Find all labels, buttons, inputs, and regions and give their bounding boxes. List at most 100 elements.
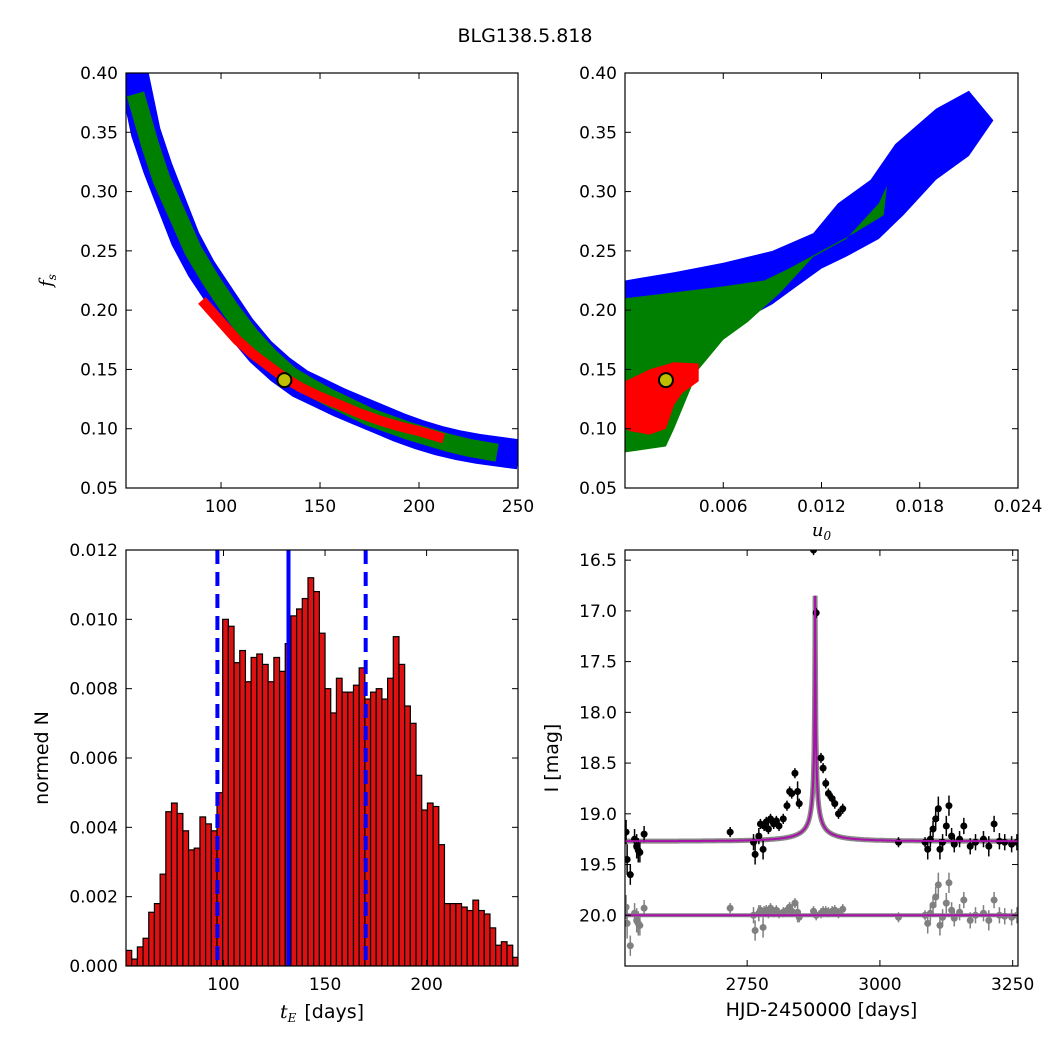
histogram-bar — [301, 597, 309, 966]
y-tick-label: 0.25 — [80, 242, 118, 262]
residual-point — [640, 904, 648, 912]
x-axis-label: tE [days] — [280, 1001, 364, 1025]
x-label-subscript: 0 — [823, 529, 831, 543]
histogram-bar — [455, 902, 463, 966]
histogram-bar — [489, 927, 497, 966]
data-point — [822, 779, 830, 787]
y-tick-label: 20.0 — [579, 906, 617, 926]
histogram-bar — [500, 941, 508, 966]
data-point — [824, 790, 832, 798]
data-point — [779, 815, 787, 823]
panel-tE-histogram: 100 150 200 0.000 0.002 0.004 0.006 0.008 0.010 0… — [31, 541, 559, 1025]
residual-point — [945, 879, 953, 887]
confidence-region-inner — [198, 297, 446, 444]
x-tick-label: 0.018 — [895, 497, 944, 517]
y-axis-label: normed N — [31, 711, 53, 805]
x-tick-label: 150 — [309, 975, 341, 995]
residual-point — [625, 919, 631, 927]
residual-point — [726, 904, 734, 912]
histogram-bar — [176, 812, 184, 966]
histogram-bar — [466, 909, 474, 966]
histogram-bar — [535, 963, 541, 966]
x-tick-label: 100 — [207, 975, 239, 995]
y-axis-label: I [mag] — [541, 724, 563, 793]
y-tick-label: 18.0 — [579, 703, 617, 723]
x-tick-label: 0.012 — [797, 497, 846, 517]
histogram-bar — [553, 965, 559, 966]
residual-point — [1001, 912, 1009, 920]
x-label-symbol: u — [812, 520, 824, 541]
data-point — [726, 828, 734, 836]
data-point — [783, 802, 791, 810]
y-label-subscript: s — [45, 274, 59, 280]
histogram-bar — [517, 958, 518, 966]
histogram-bar — [261, 663, 269, 966]
plot-area — [126, 550, 559, 966]
y-tick-label: 0.30 — [579, 183, 617, 203]
y-tick-label: 0.40 — [579, 64, 617, 84]
histogram-bar — [392, 636, 400, 966]
data-point — [831, 800, 839, 808]
y-tick-label: 0.35 — [80, 123, 118, 143]
residual-point — [636, 921, 644, 929]
model-uncertainty-band — [625, 595, 1018, 844]
histogram-bar — [267, 681, 275, 966]
data-point — [625, 855, 631, 863]
residual-point — [956, 908, 964, 916]
y-tick-label: 0.05 — [579, 479, 617, 499]
residual-point — [759, 923, 767, 931]
y-tick-label: 0.40 — [80, 64, 118, 84]
histogram-bar — [313, 590, 320, 966]
histogram-bar — [335, 677, 343, 966]
residual-point — [948, 906, 956, 914]
data-point — [767, 815, 775, 823]
y-tick-label: 0.05 — [80, 479, 118, 499]
histogram-bar — [136, 946, 144, 966]
histogram-bar — [347, 691, 355, 966]
histogram-bar — [165, 811, 173, 966]
histogram-bar — [273, 656, 281, 966]
histogram-bar — [244, 681, 252, 966]
histogram-bar — [182, 830, 190, 966]
y-tick-label: 0.000 — [69, 957, 118, 977]
plot-area — [625, 550, 1018, 956]
axes-frame — [125, 72, 519, 489]
residual-point — [966, 916, 974, 924]
x-tick-label: 250 — [502, 497, 534, 517]
data-point — [990, 820, 998, 828]
y-tick-label: 0.10 — [579, 420, 617, 440]
data-point — [966, 842, 974, 850]
residual-point — [626, 942, 634, 950]
data-point — [942, 822, 950, 830]
figure-title: BLG138.5.818 — [457, 25, 592, 47]
histogram-bar — [256, 653, 264, 966]
histogram-bar — [449, 902, 457, 966]
data-point — [625, 828, 630, 836]
data-point — [960, 822, 968, 830]
histogram-bar — [495, 944, 502, 966]
y-tick-label: 0.006 — [69, 749, 118, 769]
x-tick-label: 200 — [403, 497, 435, 517]
data-point — [929, 825, 937, 833]
data-point — [839, 805, 847, 813]
histogram-bar — [432, 805, 440, 966]
histogram-bar — [210, 830, 218, 966]
y-tick-label: 0.25 — [579, 242, 617, 262]
data-point — [791, 769, 799, 777]
x-tick-label: 0.024 — [994, 497, 1043, 517]
data-point — [936, 845, 944, 853]
data-point — [759, 845, 767, 853]
data-point — [764, 825, 772, 833]
data-point — [626, 871, 634, 879]
data-point — [834, 810, 842, 818]
histogram-bar — [187, 849, 195, 966]
y-tick-label: 16.5 — [579, 551, 617, 571]
x-tick-label: 0.006 — [699, 497, 748, 517]
histogram-bar — [524, 958, 530, 966]
best-fit-marker — [657, 372, 674, 389]
y-axis-label: fs — [36, 274, 59, 289]
data-point — [817, 754, 825, 762]
data-point — [636, 848, 644, 856]
histogram-bar — [477, 909, 485, 966]
panel-fs-vs-u0: 0.006 0.012 0.018 0.024 0.05 0.10 0.15 0.20 0.25… — [579, 64, 1042, 543]
